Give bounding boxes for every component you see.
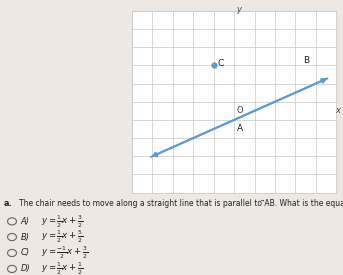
Text: C: C [218,59,224,68]
Text: O: O [237,106,243,115]
Text: A): A) [21,217,29,226]
Text: D): D) [21,265,30,273]
Text: $y = \frac{1}{2}x + \frac{1}{2}$: $y = \frac{1}{2}x + \frac{1}{2}$ [41,261,84,275]
Text: B: B [304,56,310,65]
Text: $y = \frac{1}{2}x + \frac{3}{2}$: $y = \frac{1}{2}x + \frac{3}{2}$ [41,213,84,230]
Text: x: x [336,106,341,115]
Text: y: y [237,5,242,14]
Text: $y = \frac{1}{2}x + \frac{5}{2}$: $y = \frac{1}{2}x + \frac{5}{2}$ [41,229,84,245]
Text: The chair needs to move along a straight line that is parallel to ⃗AB. What is t: The chair needs to move along a straight… [19,199,343,208]
Text: B): B) [21,233,29,241]
Text: A: A [237,125,243,133]
Text: C): C) [21,249,30,257]
Text: a.: a. [3,199,12,208]
Text: $y = \frac{-1}{2}x + \frac{3}{2}$: $y = \frac{-1}{2}x + \frac{3}{2}$ [41,245,88,261]
